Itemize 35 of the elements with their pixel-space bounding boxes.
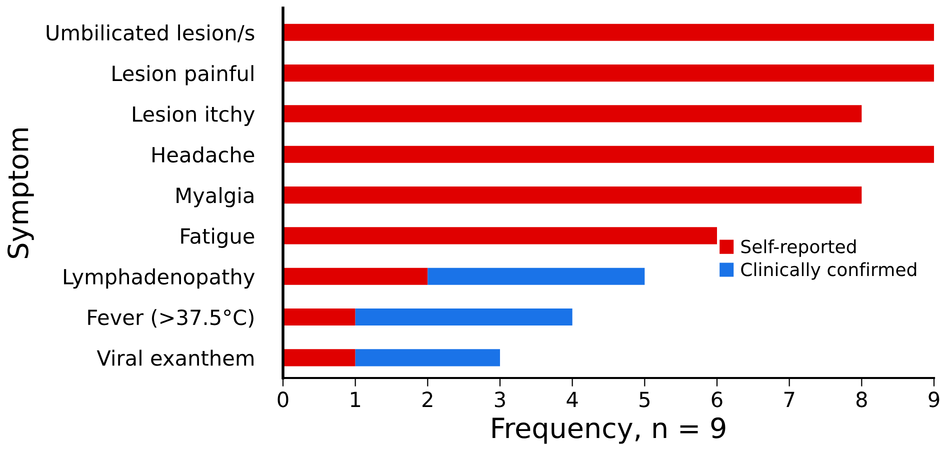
bar [283, 64, 934, 82]
x-tick-label: 0 [278, 392, 288, 408]
bar [428, 268, 645, 285]
x-axis-title: Frequency, n = 9 [492, 417, 726, 444]
bar [355, 308, 572, 326]
legend-label: Clinically confirmed [741, 262, 916, 280]
bar [283, 24, 934, 41]
y-tick-label: Umbilicated lesion/s [46, 24, 254, 42]
bar [283, 186, 862, 204]
bar [283, 146, 934, 163]
bar [283, 105, 862, 122]
x-tick-label: 3 [494, 392, 505, 408]
x-tick-label: 7 [784, 392, 794, 408]
x-tick-label: 1 [350, 392, 360, 408]
y-tick-label: Lesion painful [112, 65, 254, 86]
bar [283, 227, 717, 244]
y-tick-label: Myalgia [176, 187, 254, 208]
y-tick-label: Fatigue [181, 228, 254, 248]
x-tick-label: 9 [928, 392, 940, 408]
y-tick-label: Lymphadenopathy [64, 268, 255, 289]
y-tick-label: Viral exanthem [96, 350, 254, 366]
bar [283, 349, 356, 366]
y-axis-title: Symptom [7, 128, 34, 258]
x-tick-label: 4 [566, 392, 578, 408]
y-tick-label: Lesion itchy [133, 106, 255, 126]
y-tick-label: Fever (>37.5°C) [88, 309, 254, 328]
bar [283, 268, 428, 285]
x-tick-label: 6 [712, 392, 722, 408]
bar [283, 308, 356, 326]
x-tick-label: 5 [640, 392, 650, 408]
legend-label: Self-reported [741, 239, 856, 257]
x-tick-label: 2 [422, 392, 432, 408]
bar [355, 349, 500, 366]
y-tick-label: Headache [152, 146, 254, 163]
x-tick-label: 8 [856, 392, 867, 408]
